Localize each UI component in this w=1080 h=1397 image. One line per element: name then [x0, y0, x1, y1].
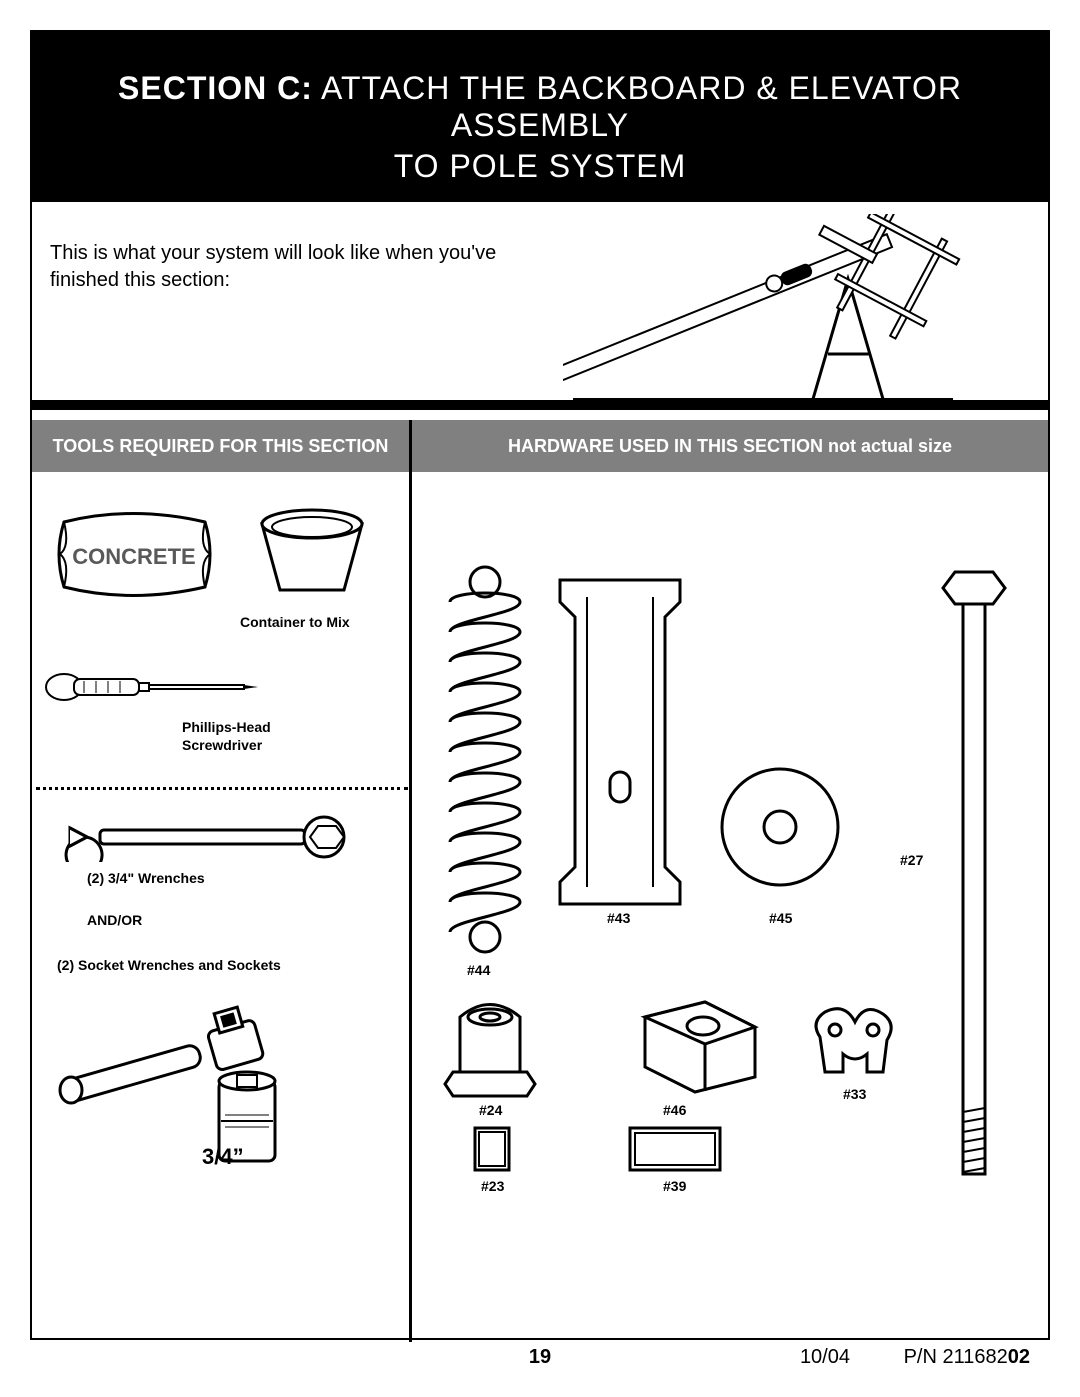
wrench-label: (2) 3/4" Wrenches	[87, 870, 205, 886]
and-or-label: AND/OR	[87, 912, 142, 928]
sockets-label: (2) Socket Wrenches and Sockets	[57, 957, 281, 973]
intro-row: This is what your system will look like …	[32, 202, 1048, 410]
part-number: P/N 21168202	[904, 1346, 1030, 1369]
screwdriver-label: Phillips-Head Screwdriver	[182, 718, 271, 754]
hw-label-44: #44	[467, 962, 490, 978]
hw-label-45: #45	[769, 910, 792, 926]
container-icon	[252, 502, 372, 602]
container-label: Container to Mix	[240, 614, 350, 630]
intro-text: This is what your system will look like …	[50, 240, 510, 294]
section-header: SECTION C: ATTACH THE BACKBOARD & ELEVAT…	[32, 32, 1048, 202]
concrete-bag-icon: CONCRETE	[52, 502, 217, 607]
section-title-line2: TO POLE SYSTEM	[32, 148, 1048, 185]
hw-label-24: #24	[479, 1102, 502, 1118]
size-label: 3/4”	[202, 1144, 244, 1170]
footer: 19 10/04 P/N 21168202	[30, 1346, 1050, 1386]
hw-label-43: #43	[607, 910, 630, 926]
hardware-header: HARDWARE USED IN THIS SECTION not actual…	[412, 420, 1048, 472]
hw-label-46: #46	[663, 1102, 686, 1118]
hardware-illustration	[415, 472, 1052, 1342]
hw-label-39: #39	[663, 1178, 686, 1194]
tools-column: CONCRETE Container to Mix	[32, 472, 412, 1342]
hardware-column: #44 #43 #45 #27 #24 #46 #33 #23 #39	[415, 472, 1052, 1342]
page-border: SECTION C: ATTACH THE BACKBOARD & ELEVAT…	[30, 30, 1050, 1340]
section-title-line1: ATTACH THE BACKBOARD & ELEVATOR ASSEMBLY	[313, 70, 962, 143]
screwdriver-icon	[44, 667, 264, 707]
column-header-bar: TOOLS REQUIRED FOR THIS SECTION HARDWARE…	[32, 420, 1048, 472]
assembly-preview-icon	[563, 214, 963, 404]
tools-header: TOOLS REQUIRED FOR THIS SECTION	[32, 420, 412, 472]
body-row: CONCRETE Container to Mix	[32, 472, 1048, 1342]
hw-label-27: #27	[900, 852, 923, 868]
dotted-divider	[36, 787, 408, 790]
hw-label-33: #33	[843, 1086, 866, 1102]
section-label: SECTION C:	[118, 70, 313, 106]
footer-date: 10/04	[800, 1346, 850, 1369]
page-number: 19	[529, 1346, 551, 1369]
wrench-icon	[62, 812, 352, 862]
hw-label-23: #23	[481, 1178, 504, 1194]
concrete-word: CONCRETE	[72, 544, 195, 569]
